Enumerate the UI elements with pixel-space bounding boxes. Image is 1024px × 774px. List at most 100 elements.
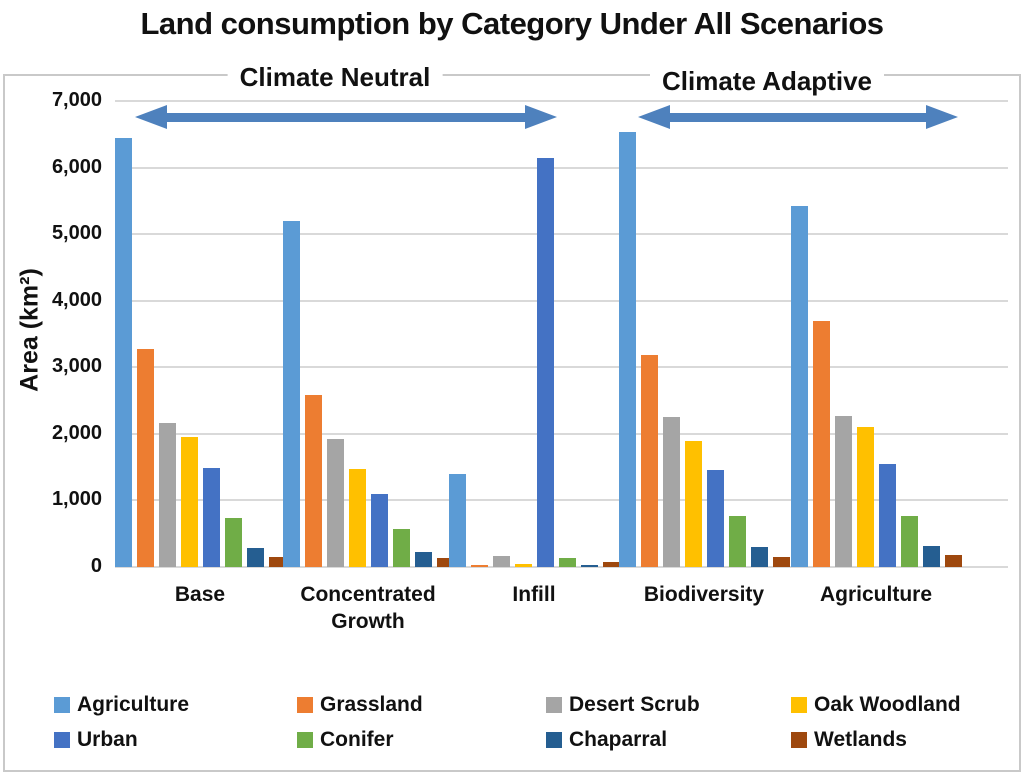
- bar-urban-base: [202, 467, 220, 567]
- gridline-2-000: [115, 432, 1008, 435]
- bar-urban-infill: [536, 157, 554, 567]
- y-tick-label-7-000: 7,000: [51, 89, 102, 111]
- bar-grassland-biodiversity: [640, 355, 658, 567]
- y-tick-label-0: 0: [90, 555, 102, 577]
- bar-oak-woodland-base: [180, 437, 198, 567]
- left-arrowhead-icon: [135, 105, 167, 129]
- bar-agriculture-agriculture: [790, 205, 808, 567]
- bar-chaparral-biodiversity: [750, 547, 768, 567]
- gridline-7-000: [115, 100, 1008, 102]
- bar-chaparral-agriculture: [922, 546, 940, 567]
- legend-label-grassland: Grassland: [320, 693, 423, 716]
- legend-swatch-desert-scrub: [546, 697, 562, 713]
- arrow-shaft: [670, 112, 926, 122]
- x-axis-label-concentrated-growth: Concentrated Growth: [300, 583, 436, 634]
- bar-desert-scrub-base: [158, 423, 176, 567]
- bar-wetlands-biodiversity: [772, 557, 790, 567]
- legend: Agriculture Grassland Desert Scrub Oak Wood…: [0, 690, 1024, 770]
- legend-swatch-wetlands: [791, 732, 807, 748]
- legend-item-agriculture: Agriculture: [54, 693, 189, 717]
- bar-group-agriculture: [790, 101, 962, 567]
- bar-oak-woodland-infill: [514, 564, 532, 567]
- y-tick-label-3-000: 3,000: [51, 355, 102, 378]
- bar-oak-woodland-concentrated-growth: [348, 469, 366, 567]
- gridline-6-000: [115, 166, 1008, 169]
- gridline-1-000: [115, 499, 1008, 502]
- x-axis-label-biodiversity: Biodiversity: [643, 583, 765, 606]
- gridline-4-000: [115, 299, 1008, 302]
- right-arrowhead-icon: [926, 105, 958, 129]
- legend-label-chaparral: Chaparral: [569, 728, 668, 751]
- bar-agriculture-biodiversity: [618, 132, 636, 567]
- legend-swatch-agriculture: [54, 697, 70, 713]
- legend-swatch-grassland: [297, 697, 313, 713]
- right-arrowhead-icon: [525, 105, 557, 129]
- gridline-0: [115, 566, 1008, 568]
- arrow-shaft: [167, 112, 525, 122]
- bar-wetlands-infill: [602, 562, 620, 567]
- y-tick-label-2-000: 2,000: [51, 421, 102, 444]
- legend-item-wetlands: Wetlands: [791, 728, 907, 752]
- x-axis-label-base: Base: [174, 583, 226, 606]
- climate-neutral-span-arrow: [135, 105, 557, 129]
- bar-grassland-base: [136, 348, 154, 567]
- group-label-climate-adaptive: Climate Adaptive: [650, 66, 884, 97]
- legend-label-agriculture: Agriculture: [77, 693, 190, 716]
- bar-desert-scrub-biodiversity: [662, 417, 680, 567]
- legend-item-chaparral: Chaparral: [546, 728, 667, 752]
- bar-wetlands-agriculture: [944, 555, 962, 567]
- bar-urban-agriculture: [878, 463, 896, 567]
- x-axis-label-infill: Infill: [512, 583, 556, 606]
- group-label-climate-neutral: Climate Neutral: [227, 62, 443, 93]
- bar-wetlands-concentrated-growth: [436, 557, 454, 567]
- gridline-3-000: [115, 366, 1008, 369]
- legend-item-oak-woodland: Oak Woodland: [791, 693, 961, 717]
- y-tick-label-6-000: 6,000: [51, 155, 102, 178]
- bar-chaparral-infill: [580, 565, 598, 567]
- plot-area: 0 1,000 2,000 3,000 4,000 5,000 6,000 7,000 Base…: [52, 89, 1008, 633]
- climate-adaptive-span-arrow: [638, 105, 958, 129]
- legend-label-wetlands: Wetlands: [814, 728, 907, 751]
- legend-label-urban: Urban: [77, 728, 138, 751]
- page-title: Land consumption by Category Under All S…: [140, 6, 884, 41]
- bar-group-biodiversity: [618, 101, 790, 567]
- bar-chaparral-base: [246, 547, 264, 567]
- bar-group-base: [114, 101, 286, 567]
- bar-agriculture-base: [114, 137, 132, 567]
- bar-grassland-infill: [470, 565, 488, 567]
- bar-group-infill: [448, 101, 620, 567]
- x-axis-label-agriculture: Agriculture: [819, 583, 932, 606]
- bar-grassland-agriculture: [812, 320, 830, 567]
- legend-label-conifer: Conifer: [320, 728, 394, 751]
- legend-swatch-conifer: [297, 732, 313, 748]
- bar-conifer-agriculture: [900, 516, 918, 567]
- legend-item-conifer: Conifer: [297, 728, 394, 752]
- bar-group-concentrated-growth: [282, 101, 454, 567]
- bar-oak-woodland-agriculture: [856, 427, 874, 567]
- bar-conifer-concentrated-growth: [392, 529, 410, 567]
- legend-item-desert-scrub: Desert Scrub: [546, 693, 700, 717]
- bar-urban-concentrated-growth: [370, 493, 388, 567]
- legend-swatch-oak-woodland: [791, 697, 807, 713]
- bar-agriculture-infill: [448, 473, 466, 567]
- bar-conifer-biodiversity: [728, 516, 746, 567]
- bar-grassland-concentrated-growth: [304, 395, 322, 567]
- bar-conifer-base: [224, 518, 242, 567]
- bar-desert-scrub-agriculture: [834, 415, 852, 567]
- bar-urban-biodiversity: [706, 470, 724, 567]
- bar-oak-woodland-biodiversity: [684, 440, 702, 567]
- y-tick-label-1-000: 1,000: [51, 488, 102, 511]
- gridline-5-000: [115, 233, 1008, 236]
- legend-swatch-urban: [54, 732, 70, 748]
- legend-label-desert-scrub: Desert Scrub: [569, 693, 700, 716]
- bar-agriculture-concentrated-growth: [282, 220, 300, 567]
- bar-chaparral-concentrated-growth: [414, 552, 432, 567]
- legend-label-oak-woodland: Oak Woodland: [814, 693, 961, 716]
- bar-conifer-infill: [558, 558, 576, 567]
- y-tick-label-5-000: 5,000: [51, 222, 102, 245]
- bar-desert-scrub-concentrated-growth: [326, 439, 344, 567]
- legend-item-grassland: Grassland: [297, 693, 423, 717]
- left-arrowhead-icon: [638, 105, 670, 129]
- legend-swatch-chaparral: [546, 732, 562, 748]
